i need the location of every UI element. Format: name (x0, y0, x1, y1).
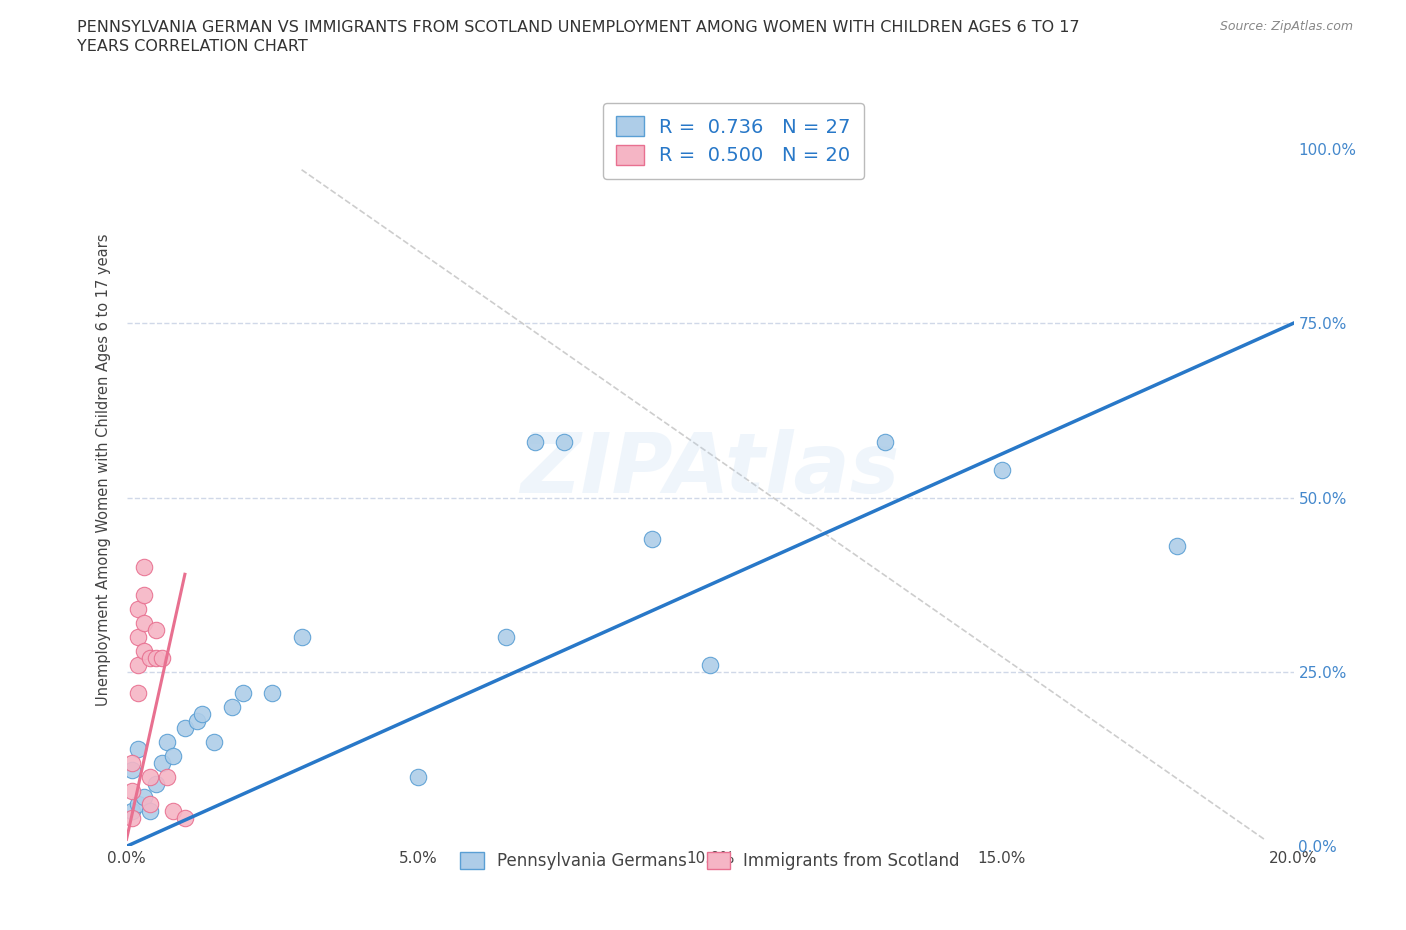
Point (174, 720, 197, 735)
Legend: Pennsylvania Germans, Immigrants from Scotland: Pennsylvania Germans, Immigrants from Sc… (447, 838, 973, 884)
Point (990, 462, 1012, 477)
Point (150, 755, 173, 770)
Point (553, 434, 575, 449)
Point (191, 707, 214, 722)
Point (640, 532, 664, 547)
Point (132, 616, 155, 631)
Point (262, 685, 284, 700)
Text: PENNSYLVANIA GERMAN VS IMMIGRANTS FROM SCOTLAND UNEMPLOYMENT AMONG WOMEN WITH CH: PENNSYLVANIA GERMAN VS IMMIGRANTS FROM S… (77, 20, 1080, 35)
Point (127, 741, 149, 756)
Point (127, 685, 149, 700)
Point (132, 588, 155, 603)
Point (290, 630, 312, 644)
Point (174, 811, 197, 826)
Point (127, 658, 149, 672)
Point (145, 651, 167, 666)
Point (524, 434, 547, 449)
Point (127, 630, 149, 644)
Point (127, 602, 149, 617)
Point (186, 713, 208, 728)
Point (1166, 539, 1188, 554)
Point (121, 755, 143, 770)
Point (139, 651, 162, 666)
Point (121, 811, 143, 826)
Point (162, 804, 184, 819)
Point (139, 769, 162, 784)
Point (139, 804, 162, 819)
Point (156, 769, 179, 784)
Point (132, 644, 155, 658)
Point (875, 434, 897, 449)
Point (132, 790, 155, 805)
Point (121, 783, 143, 798)
Point (150, 651, 173, 666)
Point (121, 804, 143, 819)
Point (145, 776, 167, 790)
Point (121, 763, 143, 777)
Point (127, 797, 149, 812)
Text: YEARS CORRELATION CHART: YEARS CORRELATION CHART (77, 39, 308, 54)
Point (408, 769, 430, 784)
Point (232, 685, 254, 700)
Point (156, 735, 179, 750)
Point (162, 748, 184, 763)
Text: ZIPAtlas: ZIPAtlas (520, 429, 900, 511)
Point (202, 735, 225, 750)
Point (132, 560, 155, 575)
Point (495, 630, 517, 644)
Y-axis label: Unemployment Among Women with Children Ages 6 to 17 years: Unemployment Among Women with Children A… (96, 233, 111, 706)
Point (145, 623, 167, 638)
Text: Source: ZipAtlas.com: Source: ZipAtlas.com (1219, 20, 1353, 33)
Point (221, 699, 243, 714)
Point (699, 658, 721, 672)
Point (139, 797, 162, 812)
